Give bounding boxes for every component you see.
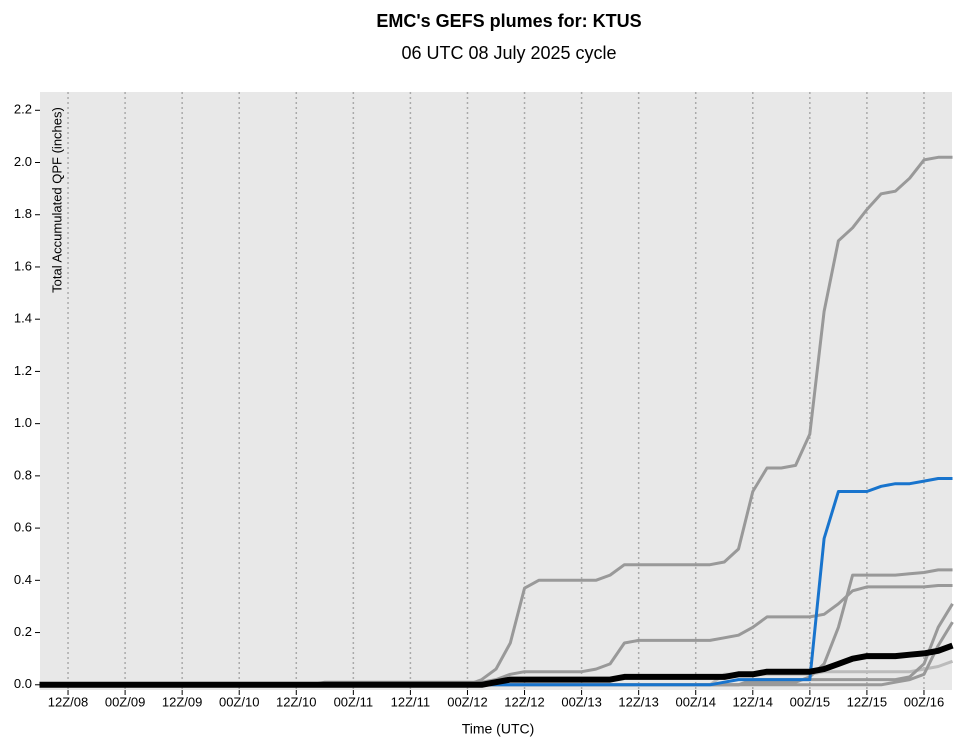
x-axis-title: Time (UTC) — [462, 721, 535, 737]
x-tick-label: 00Z/16 — [904, 694, 944, 709]
y-tick-label: 1.2 — [14, 363, 32, 378]
y-axis-title: Total Accumulated QPF (inches) — [49, 107, 64, 293]
y-tick-label: 2.0 — [14, 154, 32, 169]
x-tick-label: 00Z/11 — [334, 694, 374, 709]
series-line — [39, 642, 954, 688]
y-tick-label: 1.4 — [14, 311, 32, 326]
y-tick-label: 0.6 — [14, 520, 32, 535]
y-tick-label: 1.8 — [14, 206, 32, 221]
y-tick-label: 1.0 — [14, 415, 32, 430]
x-tick-label: 12Z/08 — [48, 694, 88, 709]
chart-subtitle: 06 UTC 08 July 2025 cycle — [401, 43, 616, 63]
plot-area — [40, 92, 952, 690]
x-tick-label: 00Z/12 — [447, 694, 487, 709]
y-tick-label: 0.4 — [14, 572, 32, 587]
x-tick-label: 12Z/09 — [162, 694, 202, 709]
x-tick-label: 00Z/15 — [790, 694, 830, 709]
x-tick-label: 00Z/09 — [105, 694, 145, 709]
y-tick-label: 2.2 — [14, 102, 32, 117]
y-tick-label: 0.2 — [14, 624, 32, 639]
x-tick-label: 00Z/13 — [561, 694, 601, 709]
y-tick-label: 0.0 — [14, 676, 32, 691]
x-tick-label: 00Z/14 — [675, 694, 715, 709]
x-tick-label: 12Z/15 — [847, 694, 887, 709]
chart-title: EMC's GEFS plumes for: KTUS — [376, 11, 641, 31]
x-tick-label: 00Z/10 — [219, 694, 259, 709]
y-tick-label: 1.6 — [14, 258, 32, 273]
x-tick-label: 12Z/14 — [733, 694, 773, 709]
x-tick-label: 12Z/10 — [276, 694, 316, 709]
y-tick-label: 0.8 — [14, 467, 32, 482]
x-tick-label: 12Z/11 — [391, 694, 431, 709]
x-tick-label: 12Z/13 — [618, 694, 658, 709]
x-tick-label: 12Z/12 — [504, 694, 544, 709]
